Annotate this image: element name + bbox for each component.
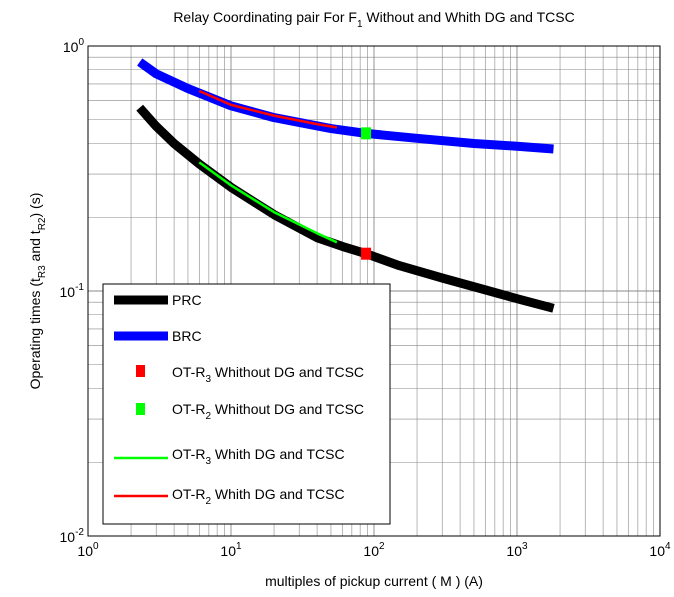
- x-tick-label: 103: [506, 541, 528, 559]
- y-tick-label: 100: [63, 37, 85, 55]
- legend-box: [102, 283, 391, 525]
- y-axis-label: Operating times (tR3 and tR2) (s): [27, 193, 48, 390]
- series-layer: [136, 58, 555, 313]
- legend-label-ot-r3-without: OT-R3 Whithout DG and TCSC: [172, 364, 364, 385]
- y-tick-label: 10-2: [60, 527, 85, 545]
- x-tick-label: 102: [363, 541, 385, 559]
- x-tick-label: 101: [220, 541, 242, 559]
- legend-marker-ot-r2-without: [136, 403, 145, 415]
- legend: PRC BRC OT-R3 Whithout DG and TCSC OT-R2…: [102, 283, 391, 525]
- legend-marker-ot-r3-without: [136, 365, 145, 377]
- x-tick-labels: 100 101 102 103 104: [77, 541, 671, 559]
- series-brc-line: [137, 58, 554, 154]
- x-tick-label: 100: [77, 541, 99, 559]
- legend-label-ot-r2-without: OT-R2 Whithout DG and TCSC: [172, 401, 364, 422]
- series-ot-r3-without-marker: [361, 247, 372, 260]
- series-prc-line: [136, 104, 555, 313]
- x-tick-label: 104: [649, 541, 671, 559]
- legend-label-brc: BRC: [172, 328, 202, 344]
- plot-frame: [87, 45, 661, 537]
- legend-label-ot-r2-with: OT-R2 Whith DG and TCSC: [172, 486, 345, 507]
- legend-label-prc: PRC: [172, 292, 202, 308]
- y-tick-labels: 10-2 10-1 100: [60, 37, 85, 545]
- chart-title: Relay Coordinating pair For F1 Without a…: [173, 9, 574, 30]
- series-ot-r3-with-line: [198, 161, 338, 244]
- y-tick-label: 10-1: [60, 282, 85, 300]
- series-ot-r2-without-marker: [361, 127, 372, 140]
- x-axis-label: multiples of pickup current ( M ) (A): [265, 573, 483, 589]
- legend-label-ot-r3-with: OT-R3 Whith DG and TCSC: [172, 446, 345, 467]
- series-ot-r2-with-line: [198, 89, 338, 129]
